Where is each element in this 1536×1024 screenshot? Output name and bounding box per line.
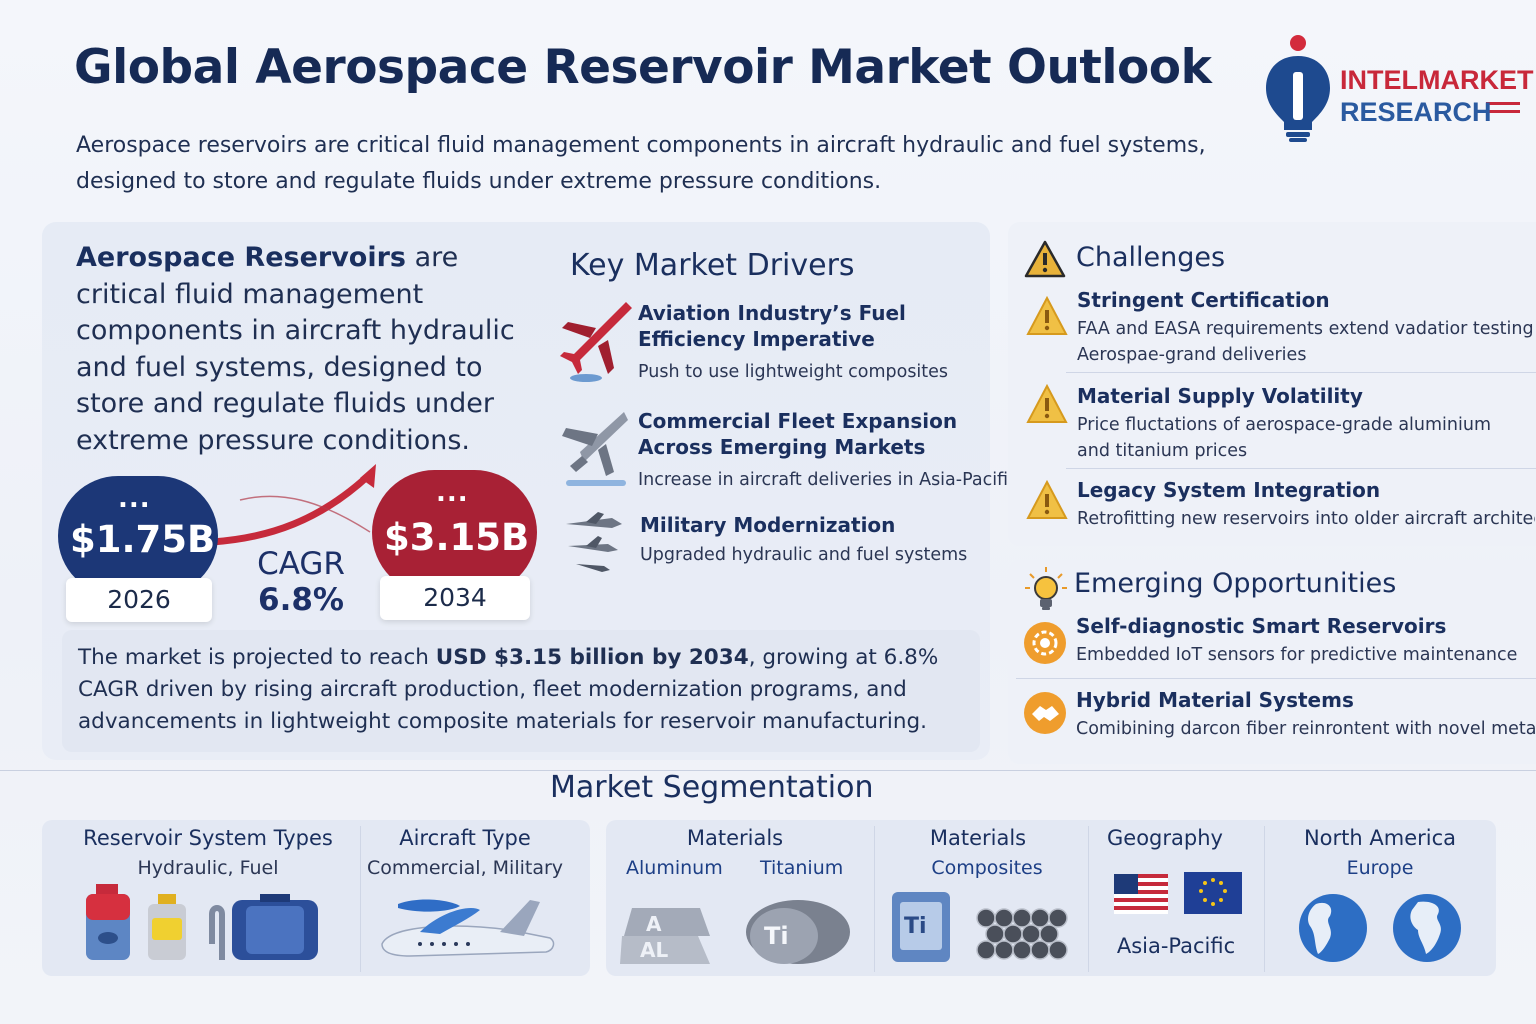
eu-flag-icon — [1184, 872, 1242, 914]
composite-materials-icon — [892, 892, 1068, 962]
section-divider — [0, 770, 1536, 771]
divider — [360, 826, 361, 972]
globe-europe-icon — [1393, 894, 1461, 962]
segment-reservoir-title: Reservoir System Types — [83, 826, 333, 850]
challenge-title-2: Material Supply Volatility — [1077, 384, 1363, 408]
divider — [1016, 678, 1536, 679]
aluminum-symbol-top: A — [646, 912, 662, 936]
driver-title-2: Commercial Fleet Expansion Across Emergi… — [638, 409, 958, 459]
opportunities-title: Emerging Opportunities — [1074, 568, 1397, 599]
growth-arrow-icon — [211, 464, 376, 546]
start-value: $1.75B — [70, 518, 216, 561]
page-title: Global Aerospace Reservoir Market Outloo… — [74, 40, 1212, 95]
warning-icon — [1026, 480, 1068, 519]
warning-icon — [1026, 384, 1068, 423]
aluminum-symbol: AL — [640, 938, 669, 962]
divider — [874, 826, 875, 972]
projection-highlight: USD $3.15 billion by 2034 — [435, 645, 749, 670]
overview-body: are critical fluid management components… — [76, 242, 515, 456]
segment-regions-sub: Europe — [1346, 857, 1414, 879]
opportunity-desc-2: Comibining darcon fiber reinrontent with… — [1076, 719, 1536, 739]
challenge-desc-2b: and titanium prices — [1077, 441, 1248, 461]
warning-icon — [1024, 240, 1066, 278]
challenge-desc-1b: Aerospae-grand deliveries — [1077, 345, 1307, 365]
lightbulb-icon — [1025, 567, 1067, 610]
intelmarket-logo — [1266, 35, 1520, 142]
military-jets-icon — [566, 512, 622, 572]
red-plane-icon — [560, 302, 632, 382]
segmentation-title: Market Segmentation — [550, 770, 874, 805]
gray-plane-icon — [562, 412, 628, 486]
start-value-bubble — [58, 476, 218, 596]
page-subtitle: Aerospace reservoirs are critical fluid … — [76, 133, 1206, 194]
divider — [1066, 468, 1536, 469]
projection-suffix: , growing at 6.8% CAGR driven by rising … — [78, 645, 939, 734]
segment-regions-title: North America — [1303, 826, 1457, 850]
end-year-box: 2034 — [380, 576, 530, 620]
opportunities-panel — [1008, 560, 1536, 764]
opportunity-desc-1: Embedded IoT sensors for predictive main… — [1076, 645, 1518, 665]
cagr-value: 6.8% — [258, 582, 344, 618]
projection-prefix: The market is projected to reach — [78, 645, 436, 670]
globe-americas-icon — [1299, 894, 1367, 962]
projection-box: The market is projected to reach USD $3.… — [62, 630, 980, 752]
logo-wordmark: INTELMARKET RESEARCH — [1340, 64, 1533, 128]
end-value-bubble — [372, 470, 537, 595]
opportunity-title-1: Self-diagnostic Smart Reservoirs — [1076, 614, 1447, 638]
projection-text: The market is projected to reach USD $3.… — [78, 642, 978, 738]
us-flag-icon — [1114, 874, 1168, 914]
end-value: $3.15B — [384, 516, 530, 559]
driver-title-1: Aviation Industry’s Fuel Efficiency Impe… — [638, 301, 906, 351]
material-aluminum-label: Aluminum — [626, 857, 723, 879]
driver-desc-1: Push to use lightweight composites — [638, 362, 949, 382]
segment-materials2-title: Materials — [929, 826, 1027, 850]
warning-icon — [1026, 296, 1068, 335]
challenge-desc-1a: FAA and EASA requirements extend vadatio… — [1077, 319, 1534, 339]
segment-aircraft-title: Aircraft Type — [399, 826, 531, 850]
challenge-title-3: Legacy System Integration — [1077, 478, 1381, 502]
challenge-desc-3: Retrofitting new reservoirs into older a… — [1077, 509, 1535, 529]
segment-geography-sub: Asia-Pacific — [1116, 934, 1236, 958]
material-titanium-label: Titanium — [760, 857, 844, 879]
driver-desc-3: Upgraded hydraulic and fuel systems — [640, 545, 968, 565]
smart-sensor-icon — [1024, 622, 1066, 664]
metal-ingots-icon — [620, 900, 850, 964]
driver-title-3: Military Modernization — [640, 513, 896, 537]
end-dots: ... — [436, 478, 469, 508]
start-year-box: 2026 — [66, 578, 212, 622]
segment-materials1-title: Materials — [686, 826, 784, 850]
segment-geography-title: Geography — [1107, 826, 1223, 850]
titanium-symbol: Ti — [764, 922, 789, 950]
drivers-title: Key Market Drivers — [570, 248, 855, 283]
segment-materials2-sub: Composites — [931, 857, 1043, 879]
overview-lead: Aerospace Reservoirs — [76, 242, 406, 273]
opportunity-title-2: Hybrid Material Systems — [1076, 688, 1354, 712]
overview-text: Aerospace Reservoirs are critical fluid … — [76, 240, 536, 459]
driver-desc-2: Increase in aircraft deliveries in Asia-… — [638, 470, 1024, 490]
titanium-can-symbol: Ti — [904, 914, 927, 939]
segment-aircraft-sub: Commercial, Military — [366, 857, 564, 879]
cagr-label: CAGR — [257, 546, 345, 582]
logo-line2: RESEARCH — [1340, 97, 1492, 127]
challenges-panel — [1008, 222, 1536, 546]
challenges-title: Challenges — [1076, 242, 1226, 273]
divider — [1066, 372, 1536, 373]
logo-line1: INTELMARKET — [1340, 65, 1534, 95]
divider — [1088, 826, 1089, 972]
divider — [1264, 826, 1265, 972]
aircraft-icon — [381, 899, 555, 957]
start-dots: ... — [118, 484, 151, 514]
reservoir-tanks-icon — [86, 884, 318, 960]
cagr-block: CAGR 6.8% — [236, 546, 366, 618]
challenge-title-1: Stringent Certification — [1077, 288, 1330, 312]
segment-reservoir-sub: Hydraulic, Fuel — [137, 857, 279, 879]
challenge-desc-2a: Price fluctations of aerospace-grade alu… — [1077, 415, 1492, 435]
handshake-icon — [1024, 692, 1066, 734]
